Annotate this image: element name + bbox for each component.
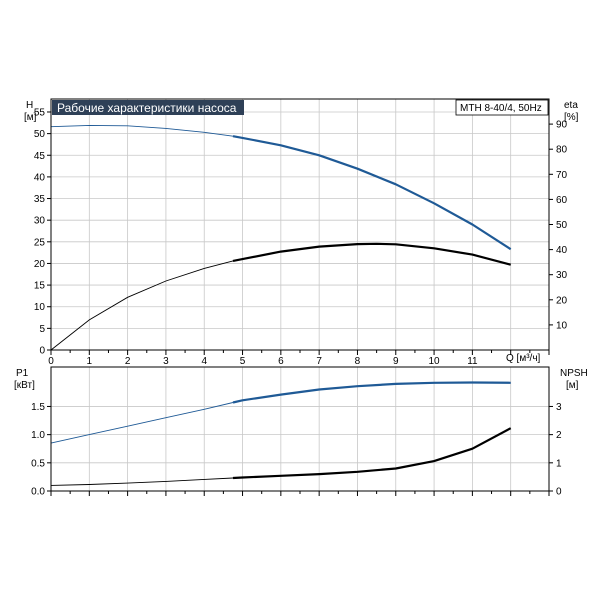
npsh-tick-label: 1 xyxy=(556,458,562,469)
y-right-tick-label: 50 xyxy=(556,220,568,231)
y-left-tick-label: 0 xyxy=(39,346,45,357)
bottom-curves xyxy=(50,381,512,486)
y-left-tick-label: 40 xyxy=(34,172,46,183)
y-left-tick-label: 5 xyxy=(39,324,45,335)
p1-label: P1 xyxy=(16,368,29,379)
efficiency-curve-thick xyxy=(232,242,511,266)
y-right-tick-label: 60 xyxy=(556,195,568,206)
y-left-tick-label: 25 xyxy=(34,237,46,248)
x-tick-label: 3 xyxy=(163,356,169,367)
x-tick-label: 7 xyxy=(316,356,322,367)
npsh-tick-label: 2 xyxy=(556,430,562,441)
top-curves xyxy=(50,124,512,351)
x-tick-label: 2 xyxy=(125,356,131,367)
y-left-tick-label: 20 xyxy=(34,259,46,270)
x-tick-label: 5 xyxy=(240,356,246,367)
p1-tick-label: 0.0 xyxy=(31,487,45,498)
p1-tick-label: 0.5 xyxy=(31,458,45,469)
efficiency-curve-thin xyxy=(50,260,234,351)
head-curve-thick xyxy=(232,135,512,251)
chart-title: Рабочие характеристики насоса xyxy=(57,101,237,115)
power-curve-thick xyxy=(232,381,511,404)
power-curve-thin xyxy=(50,402,234,444)
x-tick-label: 9 xyxy=(393,356,399,367)
x-tick-label: 0 xyxy=(48,356,54,367)
npsh-tick-label: 0 xyxy=(556,487,562,498)
y-left-tick-label: 10 xyxy=(34,302,46,313)
y-right-label: eta xyxy=(564,100,578,111)
y-right-tick-label: 80 xyxy=(556,145,568,156)
y-right-tick-label: 20 xyxy=(556,295,568,306)
y-left-tick-label: 30 xyxy=(34,216,46,227)
y-left-tick-label: 55 xyxy=(34,107,46,118)
bottom-gridlines xyxy=(51,367,549,491)
y-right-tick-label: 40 xyxy=(556,245,568,256)
npsh-label: NPSH xyxy=(560,368,588,379)
model-label-box xyxy=(455,99,549,116)
x-tick-label: 4 xyxy=(201,356,207,367)
y-right-unit: [%] xyxy=(564,112,579,123)
p1-tick-label: 1.0 xyxy=(31,430,45,441)
y-right-tick-label: 30 xyxy=(556,270,568,281)
npsh-tick-label: 3 xyxy=(556,402,562,413)
chart-title-box xyxy=(52,100,244,115)
y-left-tick-label: 15 xyxy=(34,281,46,292)
x-tick-label: 8 xyxy=(355,356,361,367)
head-curve-thin xyxy=(50,124,234,137)
y-right-tick-label: 90 xyxy=(556,120,568,131)
y-left-tick-label: 35 xyxy=(34,194,46,205)
x-tick-label: 1 xyxy=(87,356,93,367)
x-tick-label: 10 xyxy=(429,356,441,367)
x-tick-label: 6 xyxy=(278,356,284,367)
p1-unit: [кВт] xyxy=(14,380,35,391)
bottom-ticks: 0.0 0.5 1.0 1.5 0 1 2 3 xyxy=(31,402,562,498)
y-right-tick-label: 70 xyxy=(556,170,568,181)
top-ticks: 0 1 2 3 4 5 6 7 8 9 10 1105101520253035404550551020… xyxy=(34,107,568,367)
bottom-plot-frame xyxy=(50,366,550,492)
y-left-tick-label: 45 xyxy=(34,151,46,162)
model-label: MTH 8-40/4, 50Hz xyxy=(460,103,542,114)
y-left-tick-label: 50 xyxy=(34,129,46,140)
x-tick-label: 11 xyxy=(467,356,478,367)
y-right-tick-label: 10 xyxy=(556,320,568,331)
npsh-curve-thin xyxy=(50,477,234,486)
y-left-unit: [м] xyxy=(24,112,37,123)
npsh-unit: [м] xyxy=(566,380,579,391)
p1-tick-label: 1.5 xyxy=(31,402,45,413)
y-left-label: H xyxy=(26,100,33,111)
npsh-curve-thick xyxy=(232,427,512,480)
x-axis-label: Q [м³/ч] xyxy=(506,353,541,364)
